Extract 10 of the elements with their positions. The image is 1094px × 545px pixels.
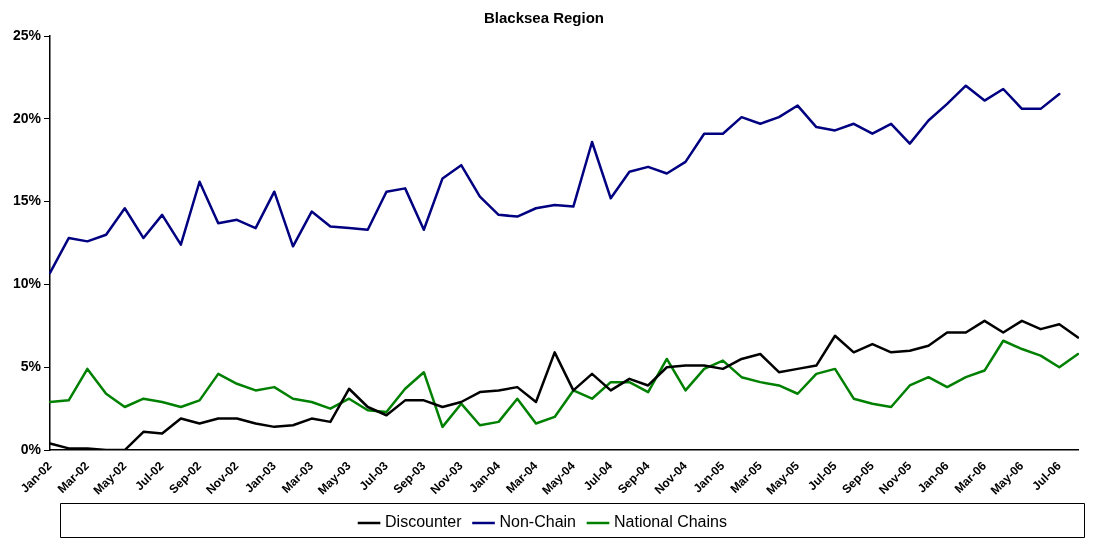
y-tick-label: 5% [20, 358, 42, 375]
chart-title: Blacksea Region [483, 9, 605, 27]
y-tick-label: 10% [12, 275, 42, 292]
y-tick-label: 0% [20, 440, 42, 457]
y-tick-label: 20% [12, 109, 42, 126]
y-tick-label: 15% [12, 192, 42, 209]
legend-label: Non-Chain [499, 513, 576, 531]
legend-label: Discounter [385, 513, 463, 531]
y-tick-label: 25% [12, 26, 42, 43]
legend-label: National Chains [614, 513, 727, 531]
